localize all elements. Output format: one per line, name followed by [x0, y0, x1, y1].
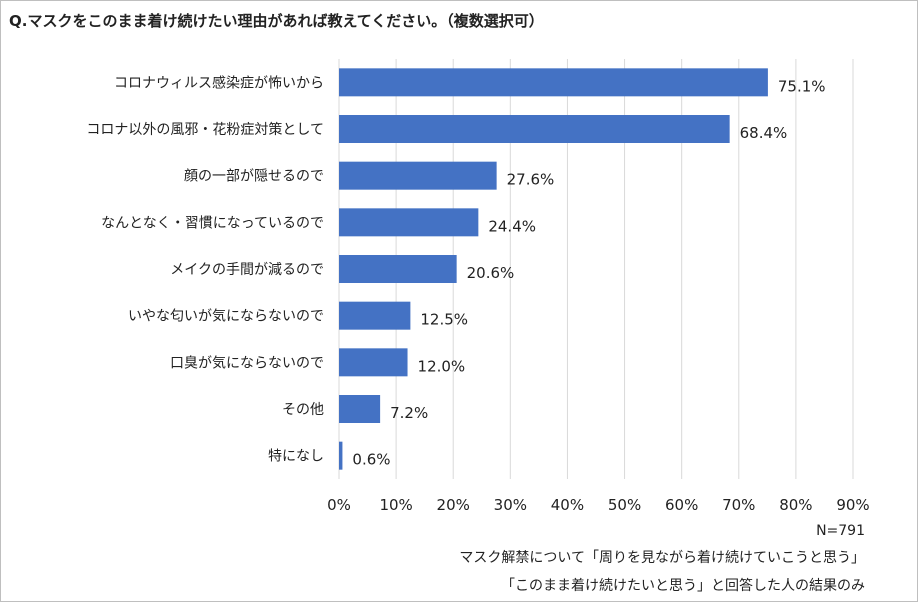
bar	[339, 255, 457, 283]
bar	[339, 208, 479, 237]
data-label: 27.6%	[507, 171, 555, 189]
bar	[339, 68, 768, 97]
bar	[339, 348, 408, 377]
category-label: コロナ以外の風邪・花粉症対策として	[86, 121, 324, 138]
x-tick-label: 50%	[608, 496, 641, 514]
category-label: その他	[282, 402, 324, 418]
category-label: コロナウィルス感染症が怖いから	[114, 74, 324, 91]
sample-size-label: N=791	[816, 523, 865, 539]
bar	[339, 441, 343, 470]
bar	[339, 395, 381, 423]
category-label: 顔の一部が隠せるので	[184, 169, 324, 185]
data-label: 75.1%	[778, 77, 826, 95]
x-tick-label: 70%	[722, 496, 755, 514]
data-label: 0.6%	[352, 451, 390, 469]
footnote-line-2: 「このまま着け続けたいと思う」と回答した人の結果のみ	[501, 578, 865, 594]
data-label: 20.6%	[467, 264, 515, 282]
x-tick-label: 30%	[494, 496, 527, 514]
x-tick-label: 60%	[665, 496, 698, 514]
bar	[339, 115, 730, 143]
category-label: メイクの手間が減るので	[170, 261, 324, 278]
x-tick-label: 10%	[379, 496, 412, 514]
footnote-line-1: マスク解禁について「周りを見ながら着け続けていこうと思う」	[459, 550, 865, 566]
x-tick-label: 0%	[327, 496, 351, 514]
category-label: いやな匂いが気にならないので	[128, 309, 324, 325]
category-label: 特になし	[268, 449, 324, 465]
category-label: なんとなく・習慣になっているので	[101, 214, 324, 231]
data-label: 68.4%	[740, 124, 788, 142]
data-label: 12.0%	[418, 357, 466, 375]
data-label: 7.2%	[390, 404, 428, 422]
chart-title: Q.マスクをこのまま着け続けたい理由があれば教えてください。（複数選択可）	[9, 12, 544, 30]
x-tick-label: 20%	[437, 496, 470, 514]
data-label: 12.5%	[420, 311, 468, 329]
x-tick-label: 40%	[551, 496, 584, 514]
x-tick-label: 90%	[836, 496, 869, 514]
bar	[339, 301, 411, 330]
data-label: 24.4%	[488, 217, 536, 235]
bar	[339, 161, 497, 190]
category-label: 口臭が気にならないので	[170, 355, 324, 371]
x-tick-label: 80%	[779, 496, 812, 514]
